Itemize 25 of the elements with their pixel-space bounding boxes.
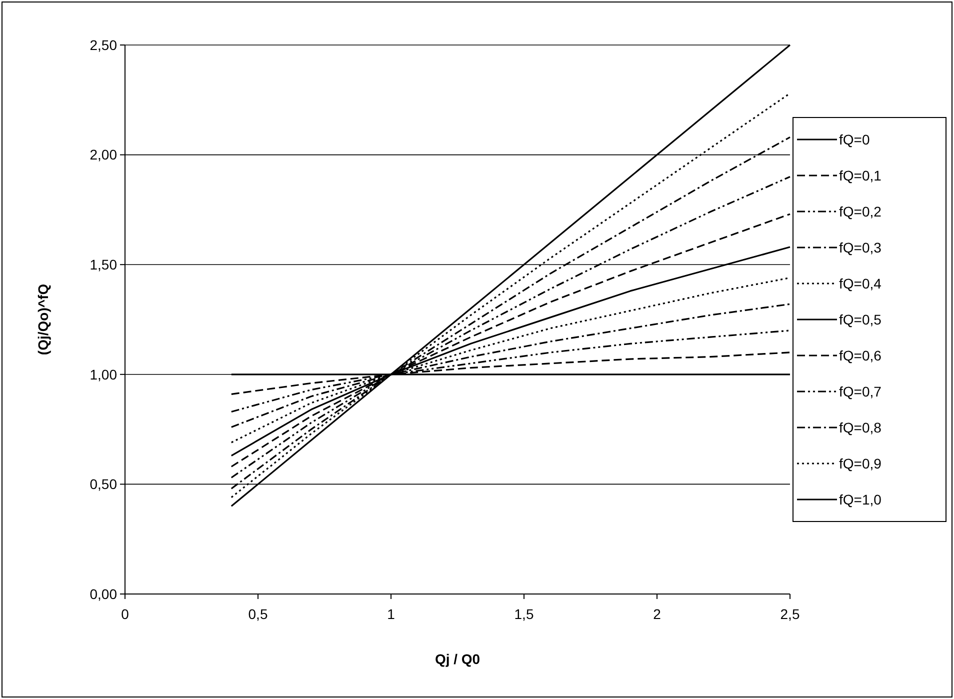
y-tick-label: 1,00 [90, 366, 118, 382]
legend-label: fQ=0,2 [839, 203, 882, 220]
legend-label: fQ=0,5 [839, 311, 882, 328]
y-tick-label: 0,00 [90, 586, 118, 602]
legend-label: fQ=0,1 [839, 167, 882, 184]
legend-label: fQ=0,8 [839, 419, 882, 436]
legend-label: fQ=0,3 [839, 239, 882, 256]
x-tick-label: 0,5 [248, 606, 268, 622]
y-axis-title: (Qj/Qo)^fQ [35, 284, 51, 356]
legend-label: fQ=1,0 [839, 491, 882, 508]
legend-label: fQ=0,6 [839, 347, 882, 364]
y-tick-label: 2,00 [90, 146, 118, 163]
legend-label: fQ=0,7 [839, 383, 882, 400]
x-tick-label: 2,5 [780, 606, 800, 622]
legend-label: fQ=0,4 [839, 275, 882, 292]
y-tick-label: 2,50 [90, 36, 118, 53]
legend-label: fQ=0 [839, 131, 870, 148]
x-axis-title: Qj / Q0 [434, 651, 480, 667]
x-tick-label: 2 [653, 606, 662, 622]
x-tick-label: 1,5 [514, 606, 534, 622]
x-tick-label: 1 [387, 606, 396, 622]
y-tick-label: 1,50 [90, 256, 118, 272]
y-tick-label: 0,50 [90, 476, 118, 492]
legend-label: fQ=0,9 [839, 455, 882, 472]
x-tick-label: 0 [121, 606, 130, 622]
